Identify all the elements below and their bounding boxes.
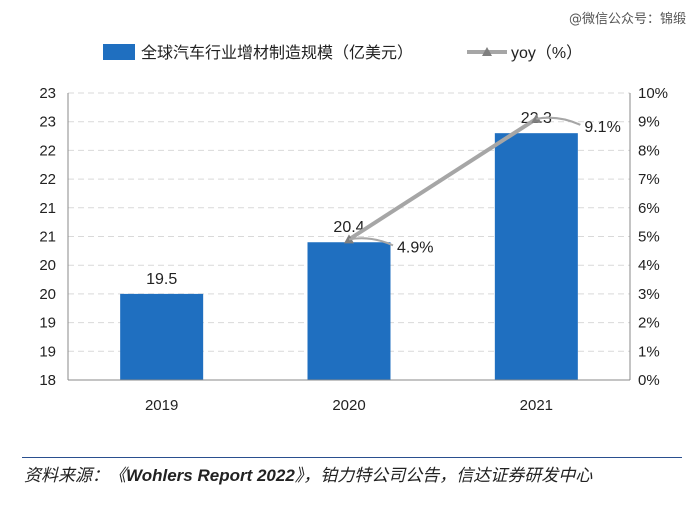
x-tick-label: 2019 — [145, 397, 178, 414]
source-prefix: 资料来源：《 — [24, 466, 126, 486]
right-tick-label: 9% — [638, 114, 660, 131]
x-tick-label: 2021 — [520, 397, 553, 414]
right-tick-label: 3% — [638, 286, 660, 303]
legend-line-label: yoy（%） — [511, 44, 582, 62]
right-tick-label: 7% — [638, 171, 660, 188]
left-tick-label: 23 — [39, 85, 56, 102]
line-series: 4.9% 9.1% — [344, 113, 621, 256]
source-suffix: 》，铂力特公司公告，信达证券研发中心 — [294, 466, 593, 486]
legend-bar-swatch — [103, 44, 135, 60]
left-tick-label: 23 — [39, 114, 56, 131]
right-tick-label: 1% — [638, 343, 660, 360]
bar-data-label: 19.5 — [146, 271, 177, 288]
bar-2021 — [494, 133, 578, 380]
x-tick-label: 2020 — [332, 397, 365, 414]
yoy-leader — [348, 237, 394, 247]
left-tick-label: 22 — [39, 171, 56, 188]
left-tick-label: 21 — [39, 229, 56, 246]
left-tick-label: 19 — [39, 343, 56, 360]
left-tick-label: 21 — [39, 200, 56, 217]
left-tick-label: 20 — [39, 257, 56, 274]
chart: 全球汽车行业增材制造规模（亿美元）yoy（%） 19.520.422.3 181… — [39, 44, 668, 414]
bar-2020 — [307, 242, 391, 380]
yoy-leader — [536, 116, 581, 126]
left-tick-label: 19 — [39, 315, 56, 332]
right-tick-label: 6% — [638, 200, 660, 217]
right-tick-label: 0% — [638, 372, 660, 389]
source-report: Wohlers Report 2022 — [126, 466, 295, 485]
yoy-line — [347, 117, 538, 242]
legend-bar-label: 全球汽车行业增材制造规模（亿美元） — [141, 44, 413, 62]
axes: 18191920202121222223230%1%2%3%4%5%6%7%8%… — [39, 85, 668, 414]
right-tick-label: 5% — [638, 229, 660, 246]
source-divider — [22, 457, 682, 458]
legend: 全球汽车行业增材制造规模（亿美元） yoy（%） — [103, 44, 582, 62]
legend-line-marker — [482, 47, 492, 56]
bar-2019 — [120, 293, 204, 380]
yoy-data-label: 9.1% — [584, 119, 620, 136]
left-tick-label: 22 — [39, 142, 56, 159]
left-tick-label: 20 — [39, 286, 56, 303]
left-tick-label: 18 — [39, 372, 56, 389]
watermark: @微信公众号：锦缎 — [568, 12, 686, 27]
right-tick-label: 4% — [638, 257, 660, 274]
right-tick-label: 10% — [638, 85, 668, 102]
yoy-data-label: 4.9% — [397, 239, 433, 256]
right-tick-label: 2% — [638, 315, 660, 332]
source-note: 资料来源：《Wohlers Report 2022》，铂力特公司公告，信达证券研… — [24, 462, 684, 490]
right-tick-label: 8% — [638, 142, 660, 159]
